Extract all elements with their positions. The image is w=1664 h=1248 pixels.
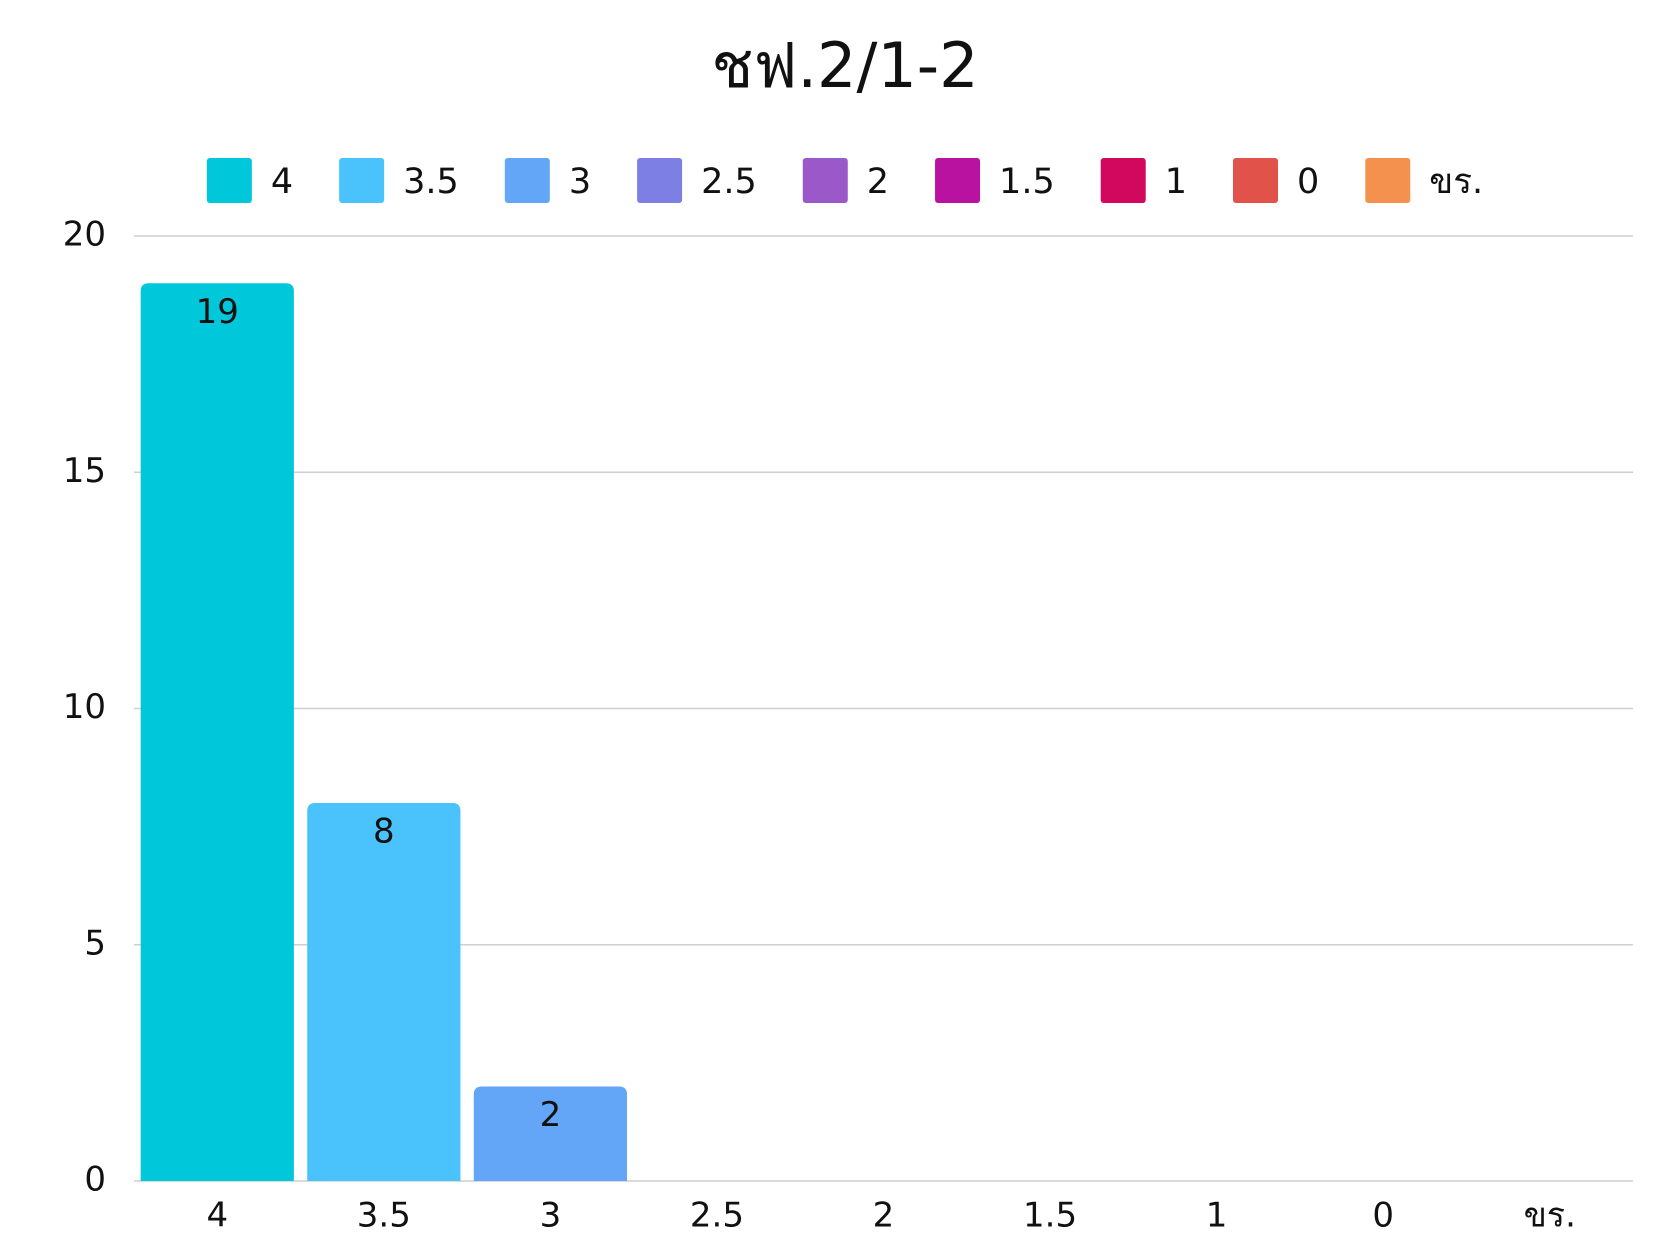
x-tick-label: 0: [1372, 1196, 1394, 1236]
legend-label: 0: [1297, 162, 1319, 202]
x-tick-label: 3.5: [357, 1196, 411, 1236]
y-tick-label: 20: [63, 215, 106, 255]
data-label: 8: [373, 812, 395, 852]
legend-label: ขร.: [1429, 162, 1483, 202]
legend-label: 1: [1165, 162, 1187, 202]
bar: [307, 803, 461, 1181]
legend-swatch: [802, 158, 848, 203]
legend-swatch: [1233, 158, 1278, 203]
x-tick-label: 4: [206, 1196, 228, 1236]
legend-label: 2: [867, 162, 889, 202]
x-tick-label: 3: [540, 1196, 562, 1236]
y-tick-label: 5: [84, 923, 106, 963]
y-tick-label: 0: [84, 1160, 106, 1200]
legend-swatch: [1100, 158, 1146, 203]
data-label: 2: [540, 1095, 562, 1135]
legend-label: 3: [569, 162, 591, 202]
x-tick-label: ขร.: [1524, 1196, 1576, 1236]
y-tick-label: 15: [63, 451, 106, 491]
x-tick-label: 1.5: [1023, 1196, 1077, 1236]
legend-swatch: [637, 158, 683, 203]
legend-label: 3.5: [403, 162, 459, 202]
chart-title: ชฟ.2/1-2: [711, 29, 978, 102]
bar: [473, 1086, 628, 1181]
legend-swatch: [504, 158, 550, 203]
x-tick-label: 2.5: [690, 1196, 744, 1236]
legend-swatch: [206, 158, 252, 203]
legend-swatch: [1365, 158, 1411, 203]
data-label: 19: [196, 292, 239, 332]
legend-swatch: [935, 158, 981, 203]
x-tick-label: 1: [1206, 1196, 1228, 1236]
legend-label: 2.5: [701, 162, 757, 202]
legend: 4 3.5 3 2.5 2 1.5 1 0 ขร.: [206, 158, 1483, 203]
legend-label: 1.5: [999, 162, 1055, 202]
y-tick-label: 10: [63, 687, 106, 727]
x-tick-label: 2: [873, 1196, 895, 1236]
bar: [140, 283, 294, 1181]
legend-label: 4: [271, 162, 293, 202]
legend-swatch: [339, 158, 385, 203]
